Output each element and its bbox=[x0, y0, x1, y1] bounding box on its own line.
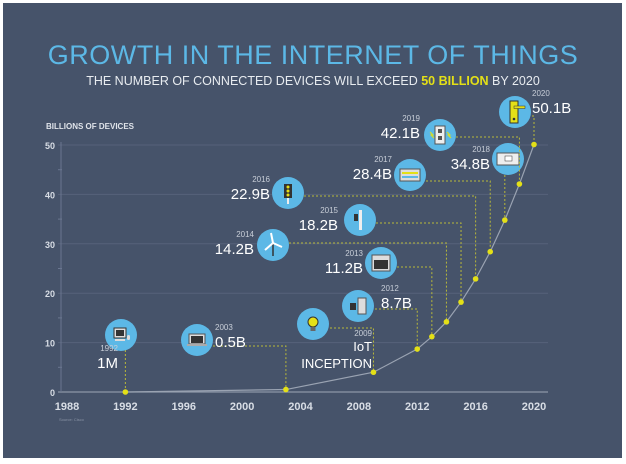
data-point bbox=[283, 386, 289, 393]
value-label: 42.1B bbox=[381, 125, 420, 142]
data-point bbox=[516, 181, 523, 187]
year-label: 2012 bbox=[381, 284, 399, 293]
chart-title: GROWTH IN THE INTERNET OF THINGS bbox=[47, 40, 579, 70]
year-label: 2020 bbox=[532, 89, 550, 98]
oven-icon bbox=[371, 254, 391, 272]
connector-dashed-line bbox=[426, 180, 491, 252]
y-tick-label: 50 bbox=[45, 141, 55, 151]
value-label: 50.1B bbox=[532, 100, 571, 117]
y-tick-label: 30 bbox=[45, 240, 55, 250]
chart-subtitle: THE NUMBER OF CONNECTED DEVICES WILL EXC… bbox=[0, 74, 626, 89]
value-label: 28.4B bbox=[353, 166, 392, 183]
year-label: 2017 bbox=[374, 155, 392, 164]
value-label: 8.7B bbox=[381, 295, 412, 312]
x-tick-label: 2020 bbox=[522, 401, 546, 413]
connector-dashed-line bbox=[456, 136, 520, 185]
year-label: 2016 bbox=[252, 175, 270, 184]
x-tick-label: 1996 bbox=[172, 401, 196, 413]
x-tick-label: 2004 bbox=[288, 401, 313, 413]
x-tick-label: 1992 bbox=[113, 401, 137, 413]
lightbulb-icon bbox=[307, 316, 319, 331]
value-label-line2: INCEPTION bbox=[301, 356, 372, 371]
thermostat-icon bbox=[496, 152, 520, 166]
x-tick-label: 2008 bbox=[347, 401, 371, 413]
connector-dashed-line bbox=[213, 345, 287, 390]
year-label: 2013 bbox=[345, 249, 363, 258]
laptop-icon bbox=[187, 333, 207, 346]
connector-dashed-line bbox=[330, 327, 374, 373]
data-point bbox=[443, 319, 450, 325]
traffic-light-icon bbox=[284, 184, 292, 204]
value-label: IoT bbox=[353, 339, 372, 354]
year-label: 2019 bbox=[402, 114, 420, 123]
display-panel-icon bbox=[399, 168, 421, 182]
infographic-background bbox=[3, 3, 622, 458]
smartwatch-fridge-icon bbox=[350, 297, 367, 315]
y-tick-label: 20 bbox=[45, 289, 55, 299]
value-label: 34.8B bbox=[451, 156, 490, 173]
year-label: 2014 bbox=[236, 230, 254, 239]
year-label: 2015 bbox=[320, 206, 338, 215]
x-tick-label: 2000 bbox=[230, 401, 254, 413]
y-tick-label: 10 bbox=[45, 339, 55, 349]
data-point bbox=[458, 299, 464, 305]
year-label: 2009 bbox=[354, 329, 372, 338]
connector-dashed-line bbox=[289, 242, 447, 322]
year-label: 2018 bbox=[472, 145, 490, 154]
subtitle-text: THE NUMBER OF CONNECTED DEVICES WILL EXC… bbox=[86, 74, 422, 88]
y-tick-label: 0 bbox=[50, 388, 55, 398]
data-point bbox=[472, 276, 479, 282]
year-label: 1992 bbox=[100, 344, 118, 353]
data-point bbox=[122, 389, 129, 395]
wind-turbine-icon bbox=[264, 232, 283, 256]
data-point bbox=[429, 333, 435, 340]
data-point bbox=[502, 217, 508, 223]
value-label: 0.5B bbox=[215, 334, 246, 351]
connector-dashed-line bbox=[532, 115, 535, 145]
value-label: 11.2B bbox=[325, 260, 363, 277]
year-label: 2003 bbox=[215, 323, 233, 332]
desktop-computer-icon bbox=[113, 327, 130, 341]
value-label: 14.2B bbox=[215, 241, 254, 258]
connector-dashed-line bbox=[375, 308, 418, 350]
power-outlet-icon bbox=[429, 125, 452, 145]
source-note: Source: Cisco bbox=[59, 417, 84, 422]
data-point bbox=[487, 248, 494, 255]
value-label: 1M bbox=[97, 355, 118, 372]
x-tick-label: 1988 bbox=[55, 401, 79, 413]
subtitle-highlight: 50 BILLION bbox=[421, 74, 489, 88]
subtitle-text-end: BY 2020 bbox=[488, 74, 540, 88]
door-lock-icon bbox=[509, 100, 526, 124]
value-label: 22.9B bbox=[231, 186, 270, 203]
x-tick-label: 2012 bbox=[405, 401, 429, 413]
connector-dashed-line bbox=[397, 266, 433, 337]
data-point bbox=[531, 141, 537, 148]
streetlight-icon bbox=[354, 210, 362, 230]
value-label: 18.2B bbox=[299, 217, 338, 234]
x-tick-label: 2016 bbox=[463, 401, 487, 413]
connector-dashed-line bbox=[376, 222, 462, 303]
series-line bbox=[125, 144, 535, 393]
connector-dashed-line bbox=[304, 195, 477, 279]
data-point bbox=[370, 369, 377, 376]
y-axis-label: BILLIONS OF DEVICES bbox=[46, 122, 135, 131]
data-point bbox=[414, 346, 421, 352]
y-tick-label: 40 bbox=[45, 190, 55, 200]
